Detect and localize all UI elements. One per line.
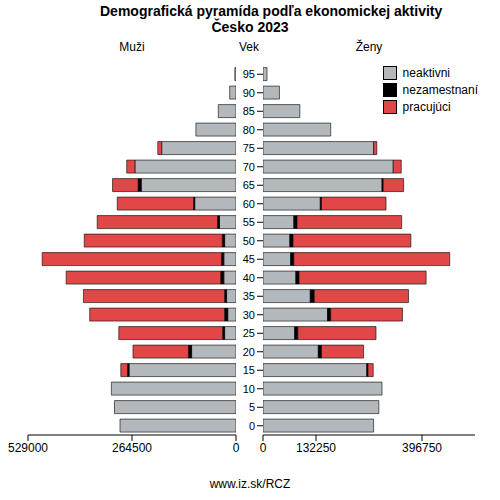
- svg-text:15: 15: [243, 364, 255, 376]
- html-text:pracujúci: pracujúci: [402, 99, 451, 114]
- svg-text:35: 35: [243, 290, 255, 302]
- html-text:nezamestnaní: nezamestnaní: [402, 82, 478, 97]
- svg-text:40: 40: [243, 272, 255, 284]
- html-text:neaktivni: neaktivni: [402, 65, 450, 80]
- svg-text:132250: 132250: [296, 441, 336, 455]
- svg-text:45: 45: [243, 253, 255, 265]
- svg-text:60: 60: [243, 198, 255, 210]
- svg-text:30: 30: [243, 309, 255, 321]
- svg-text:0: 0: [260, 441, 267, 455]
- html-text:www.iz.sk/RCZ: www.iz.sk/RCZ: [209, 477, 291, 491]
- html-text:Česko 2023: Česko 2023: [211, 19, 289, 35]
- svg-text:80: 80: [243, 124, 255, 136]
- html-text:Muži: Muži: [119, 40, 145, 54]
- svg-text:396750: 396750: [402, 441, 442, 455]
- svg-text:529000: 529000: [8, 441, 48, 455]
- html-text:Ženy: Ženy: [355, 40, 383, 54]
- html-text:Vek: Vek: [239, 40, 259, 54]
- svg-text:264500: 264500: [112, 441, 152, 455]
- svg-text:55: 55: [243, 216, 255, 228]
- svg-text:70: 70: [243, 161, 255, 173]
- svg-text:95: 95: [243, 68, 255, 80]
- svg-text:85: 85: [243, 105, 255, 117]
- html-text:Demografická pyramída podľa ek: Demografická pyramída podľa ekonomickej …: [100, 3, 443, 19]
- svg-text:25: 25: [243, 327, 255, 339]
- svg-text:10: 10: [243, 383, 255, 395]
- svg-text:0: 0: [249, 420, 255, 432]
- svg-text:0: 0: [233, 441, 240, 455]
- svg-text:20: 20: [243, 346, 255, 358]
- svg-text:75: 75: [243, 142, 255, 154]
- svg-text:65: 65: [243, 179, 255, 191]
- svg-text:90: 90: [243, 87, 255, 99]
- svg-text:50: 50: [243, 235, 255, 247]
- svg-text:5: 5: [249, 401, 255, 413]
